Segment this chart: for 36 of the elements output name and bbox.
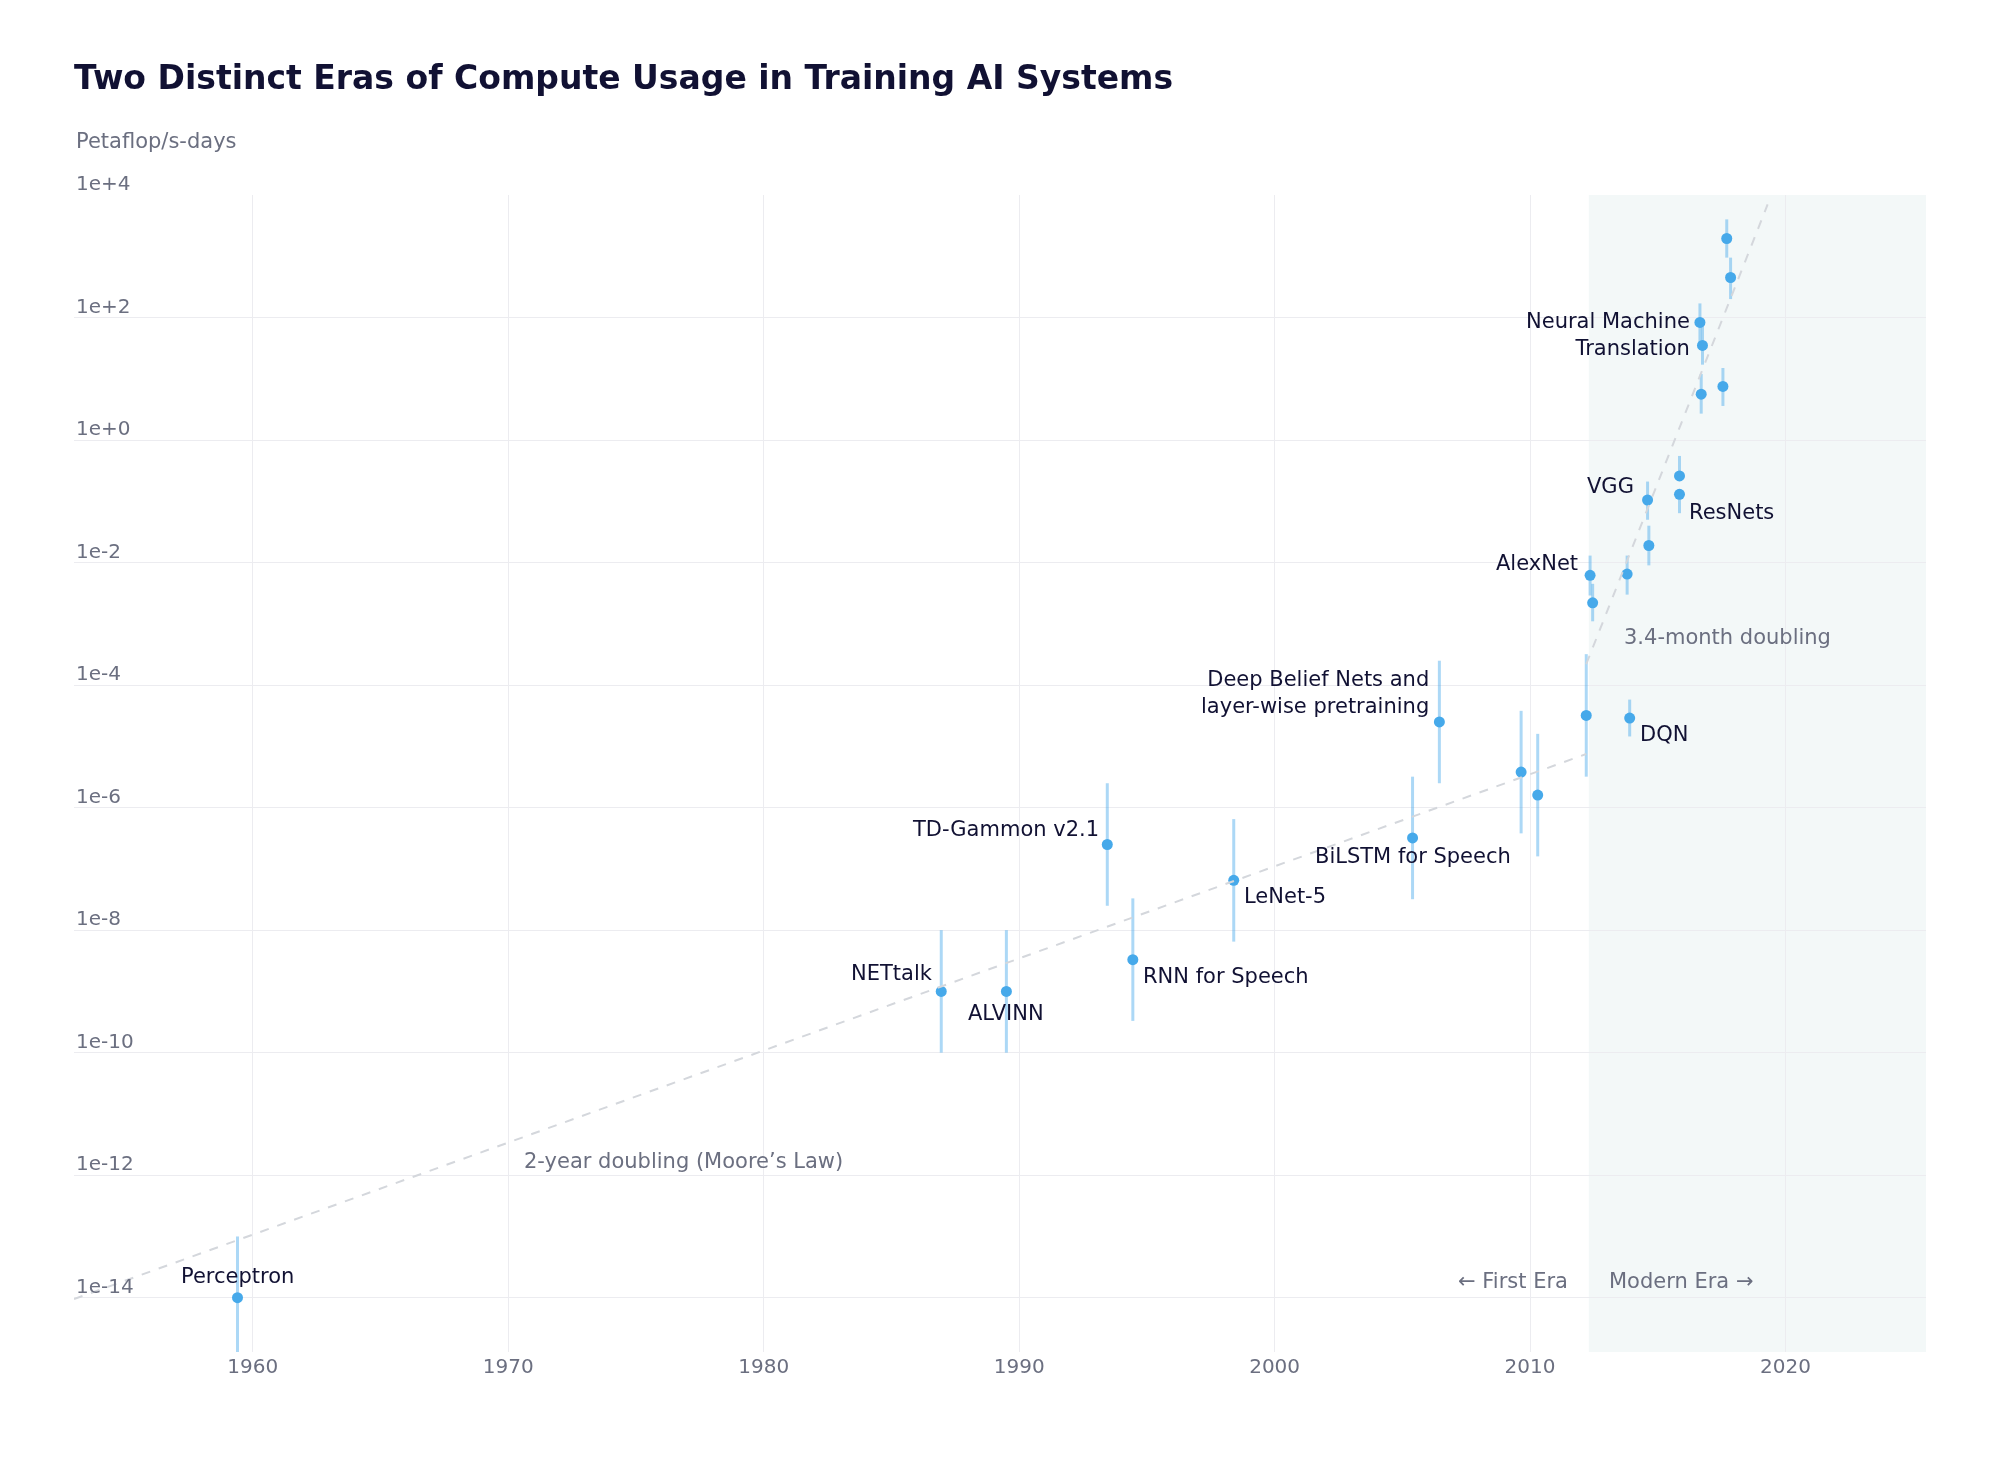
annotation: Deep Belief Nets and layer-wise pretraining bbox=[1201, 667, 1430, 719]
y-tick-label: 1e-10 bbox=[76, 1029, 134, 1053]
annotation: 3.4-month doubling bbox=[1624, 625, 1831, 649]
annotation: VGG bbox=[1587, 474, 1634, 498]
chart-title: Two Distinct Eras of Compute Usage in Training AI Systems bbox=[74, 57, 1174, 97]
y-tick-label: 1e-6 bbox=[76, 784, 121, 808]
y-tick-label: 1e-12 bbox=[76, 1151, 134, 1175]
y-tick-label: 1e+2 bbox=[76, 294, 131, 318]
y-tick-label: 1e+4 bbox=[76, 171, 131, 195]
y-tick-label: 1e-4 bbox=[76, 661, 121, 685]
annotation: Perceptron bbox=[181, 1264, 295, 1288]
annotation: RNN for Speech bbox=[1143, 964, 1309, 988]
annotation: NETtalk bbox=[851, 961, 933, 985]
x-tick-label: 2000 bbox=[1249, 1354, 1301, 1378]
annotation: Neural Machine Translation bbox=[1526, 309, 1690, 361]
x-tick-label: 1970 bbox=[482, 1354, 534, 1378]
annotation: 2-year doubling (Moore’s Law) bbox=[524, 1149, 844, 1173]
annotation: ← First Era bbox=[1458, 1269, 1568, 1293]
y-tick-label: 1e-8 bbox=[76, 906, 121, 930]
annotation: ResNets bbox=[1689, 500, 1775, 524]
annotation: TD-Gammon v2.1 bbox=[912, 817, 1100, 841]
y-tick-label: 1e-14 bbox=[76, 1274, 134, 1298]
x-tick-label: 1980 bbox=[738, 1354, 790, 1378]
y-axis-title: Petaflop/s-days bbox=[76, 129, 237, 153]
y-tick-label: 1e+0 bbox=[76, 416, 131, 440]
annotation: BiLSTM for Speech bbox=[1315, 844, 1511, 868]
y-tick-label: 1e-2 bbox=[76, 539, 121, 563]
annotation: ALVINN bbox=[968, 1001, 1044, 1025]
annotation: DQN bbox=[1640, 722, 1689, 746]
annotation: Modern Era → bbox=[1609, 1269, 1754, 1293]
annotation: LeNet-5 bbox=[1244, 884, 1327, 908]
x-tick-label: 2010 bbox=[1504, 1354, 1556, 1378]
x-tick-label: 1990 bbox=[993, 1354, 1045, 1378]
x-tick-label: 2020 bbox=[1760, 1354, 1811, 1378]
x-tick-label: 1960 bbox=[227, 1354, 279, 1378]
annotation: AlexNet bbox=[1496, 551, 1579, 575]
